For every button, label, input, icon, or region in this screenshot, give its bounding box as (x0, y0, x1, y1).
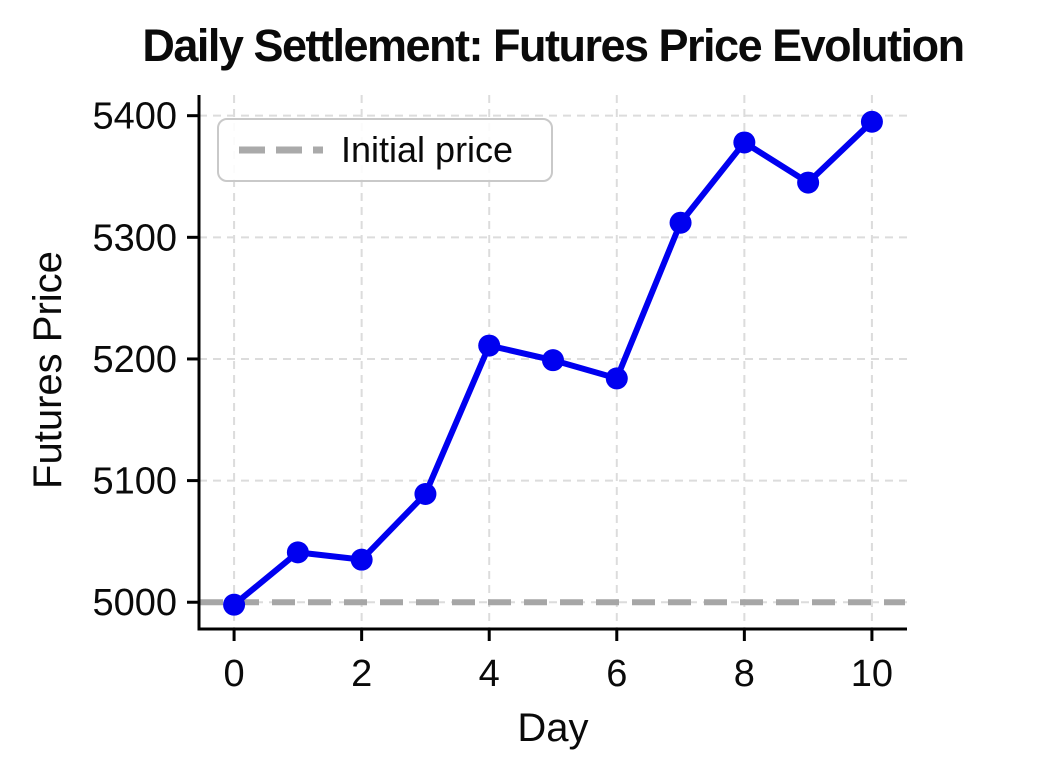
y-tick-label: 5200 (92, 339, 177, 381)
legend-dash-icon (239, 146, 323, 154)
y-tick-label: 5400 (92, 96, 177, 138)
y-tick-label: 5300 (92, 217, 177, 259)
data-point-day-10 (860, 110, 883, 133)
data-point-day-3 (414, 482, 437, 505)
data-point-day-2 (350, 548, 373, 571)
data-point-day-7 (669, 211, 692, 234)
y-tick-label: 5100 (92, 461, 177, 503)
data-point-day-6 (605, 367, 628, 390)
data-point-day-1 (286, 541, 309, 564)
data-point-day-4 (478, 334, 501, 357)
data-point-day-8 (733, 131, 756, 154)
data-point-day-9 (797, 171, 820, 194)
chart-title: Daily Settlement: Futures Price Evolutio… (142, 20, 965, 71)
x-tick-label: 4 (479, 653, 500, 695)
legend: Initial price (217, 118, 553, 182)
data-point-day-5 (542, 349, 564, 372)
x-tick-label: 10 (851, 653, 893, 695)
legend-label: Initial price (341, 129, 514, 170)
y-tick-label: 5000 (92, 582, 177, 624)
x-tick-label: 6 (606, 653, 627, 695)
data-point-day-0 (223, 593, 246, 616)
x-tick-label: 8 (734, 653, 755, 695)
x-tick-label: 2 (351, 653, 372, 695)
x-tick-label: 0 (224, 653, 245, 695)
x-axis-label: Day (517, 706, 589, 750)
